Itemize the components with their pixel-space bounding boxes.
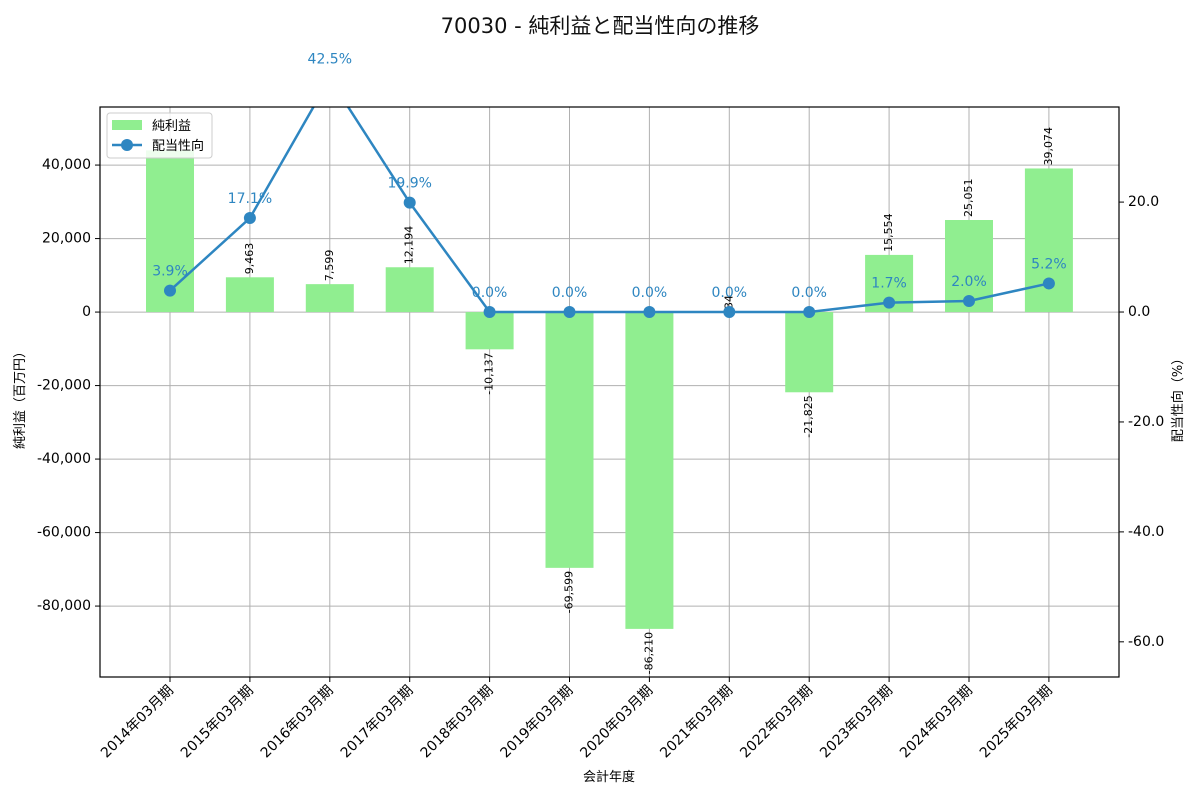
- y-tick-label-left: -40,000: [37, 451, 91, 467]
- y-tick-label-right: 0.0: [1128, 304, 1150, 320]
- payout-label: 0.0%: [472, 285, 508, 301]
- y-tick-label-right: -60.0: [1128, 634, 1164, 650]
- x-tick-label: 2015年03月期: [178, 683, 257, 762]
- bar-series-net-income: [146, 150, 1073, 629]
- payout-label: 42.5%: [308, 51, 352, 67]
- payout-marker: [164, 284, 176, 297]
- payout-marker: [403, 196, 416, 209]
- bar: [385, 267, 434, 313]
- payout-label: 0.0%: [552, 285, 588, 301]
- bar-value-label: 39,074: [1042, 127, 1055, 166]
- payout-marker: [723, 306, 736, 319]
- bar-value-label: 25,051: [962, 179, 975, 218]
- line-series-payout-ratio: [164, 107, 1055, 319]
- x-tick-label: 2025年03月期: [977, 683, 1056, 762]
- payout-marker: [563, 306, 576, 319]
- payout-label: 19.9%: [387, 176, 431, 192]
- line-value-labels: 3.9% 17.1% 42.5% 19.9% 0.0% 0.0% 0.0% 0.0% 0.0% 1…: [152, 51, 1066, 301]
- y-axis-label-left: 純利益（百万円）: [13, 345, 28, 449]
- x-tick-label: 2022年03月期: [737, 683, 816, 762]
- bar-value-label: -21,825: [802, 395, 815, 437]
- payout-label: 2.0%: [951, 274, 987, 290]
- x-tick-label: 2019年03月期: [498, 683, 577, 762]
- y-tick-label-left: -80,000: [37, 598, 91, 614]
- legend-label-net-income: 純利益: [152, 119, 191, 134]
- bar: [225, 277, 274, 313]
- bar: [625, 312, 674, 629]
- y-axis-right: 20.0 0.0 -20.0 -40.0 -60.0 配当性向（%）: [1119, 194, 1186, 650]
- bar-value-label: -69,599: [563, 571, 576, 613]
- x-tick-label: 2024年03月期: [897, 683, 976, 762]
- axes-frame: [99, 106, 1120, 678]
- payout-marker: [963, 295, 975, 308]
- x-tick-label: 2023年03月期: [817, 683, 896, 762]
- payout-label: 17.1%: [228, 191, 272, 207]
- bar-value-labels: 9,463 7,599 12,194 -10,137 -69,599 -86,210 34 -…: [243, 127, 1055, 674]
- x-tick-label: 2014年03月期: [98, 683, 177, 762]
- bar: [545, 312, 594, 568]
- payout-label: 0.0%: [632, 285, 668, 301]
- y-tick-label-left: 20,000: [42, 231, 91, 247]
- payout-line: [169, 107, 1050, 314]
- bar: [1024, 168, 1073, 313]
- bar-value-label: 15,554: [882, 213, 895, 252]
- y-tick-label-left: 40,000: [42, 157, 91, 173]
- payout-marker: [1042, 277, 1055, 290]
- legend-swatch-line: [121, 139, 133, 151]
- bar-value-label: -86,210: [642, 632, 655, 674]
- payout-marker: [243, 212, 256, 225]
- x-tick-label: 2016年03月期: [258, 683, 337, 762]
- x-axis: 2014年03月期 2015年03月期 2016年03月期 2017年03月期 2018…: [98, 677, 1056, 785]
- bar: [785, 312, 834, 393]
- y-tick-label-left: 0: [82, 304, 91, 320]
- payout-label: 3.9%: [152, 264, 188, 280]
- bar-value-label: 9,463: [243, 243, 256, 275]
- y-axis-label-right: 配当性向（%）: [1170, 352, 1186, 442]
- x-tick-label: 2021年03月期: [657, 683, 736, 762]
- bar: [465, 312, 514, 350]
- payout-marker: [803, 306, 816, 319]
- bar: [305, 284, 354, 313]
- payout-label: 5.2%: [1031, 256, 1067, 272]
- chart-title: 70030 - 純利益と配当性向の推移: [440, 14, 760, 38]
- bar-value-label: 34: [722, 295, 735, 309]
- y-tick-label-left: -60,000: [37, 525, 91, 541]
- bar-value-label: 12,194: [403, 226, 416, 265]
- x-tick-label: 2020年03月期: [577, 683, 656, 762]
- x-axis-label: 会計年度: [583, 769, 635, 785]
- y-tick-label-left: -20,000: [37, 378, 91, 394]
- y-tick-label-right: -20.0: [1128, 414, 1164, 430]
- y-tick-label-right: -40.0: [1128, 524, 1164, 540]
- payout-label: 0.0%: [791, 285, 827, 301]
- payout-marker: [883, 296, 896, 309]
- x-tick-label: 2017年03月期: [338, 683, 417, 762]
- x-tick-label: 2018年03月期: [418, 683, 497, 762]
- legend-label-payout: 配当性向: [152, 138, 204, 154]
- bar-value-label: 7,599: [323, 250, 336, 282]
- payout-marker: [483, 306, 496, 319]
- payout-label: 0.0%: [712, 285, 748, 301]
- bar-value-label: -10,137: [483, 352, 496, 394]
- payout-label: 1.7%: [871, 276, 907, 292]
- payout-marker: [643, 306, 656, 319]
- y-tick-label-right: 20.0: [1128, 194, 1159, 210]
- legend-swatch-bar: [112, 120, 142, 130]
- y-axis-left: 40,000 20,000 0 -20,000 -40,000 -60,000 -80,00…: [13, 157, 100, 614]
